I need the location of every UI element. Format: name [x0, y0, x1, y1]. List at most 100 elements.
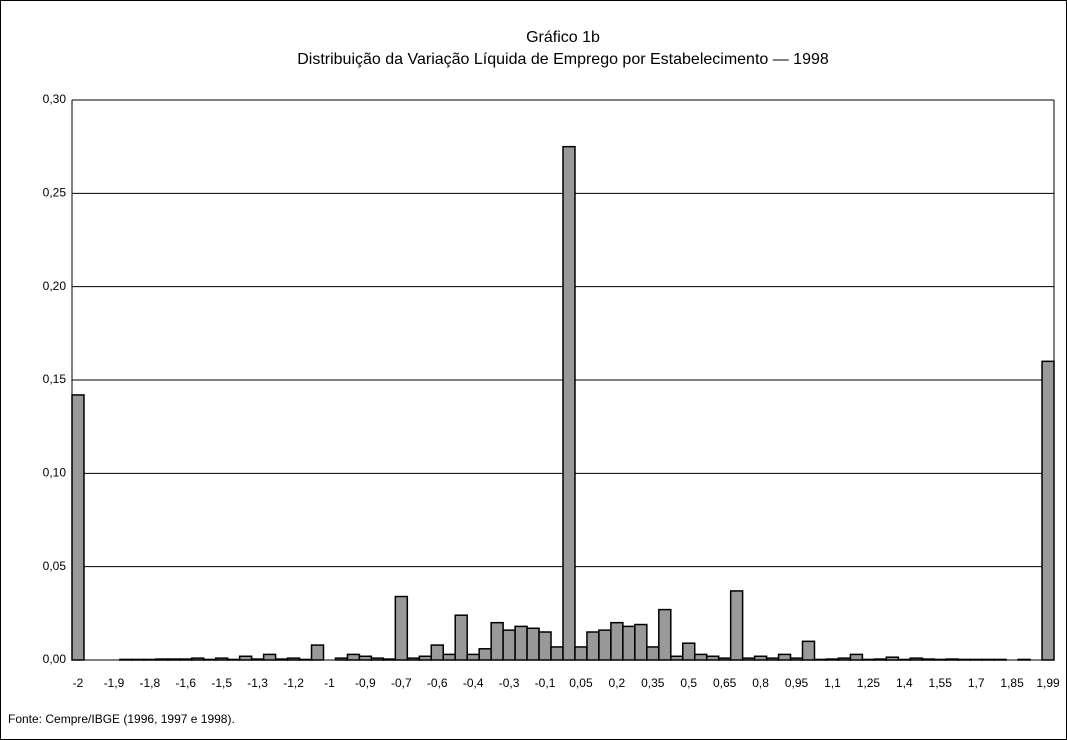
bar	[478, 648, 492, 661]
bar	[214, 657, 229, 661]
x-tick-label: 1,99	[1036, 676, 1060, 690]
chart-title: Gráfico 1b	[526, 29, 600, 46]
bar	[634, 623, 648, 661]
bar	[717, 657, 732, 661]
x-tick-label: -0,6	[427, 676, 448, 690]
bar	[131, 658, 145, 661]
y-tick-label: 0,20	[43, 279, 67, 293]
x-tick-label: 1,25	[857, 676, 881, 690]
x-tick-label: -0,1	[535, 676, 556, 690]
bar	[71, 394, 85, 661]
bar	[801, 640, 816, 661]
bar	[262, 653, 277, 661]
bar	[873, 658, 888, 661]
bar	[466, 653, 480, 661]
y-tick-label: 0,15	[43, 372, 67, 386]
bar	[777, 653, 792, 661]
x-tick-label: 0,95	[785, 676, 809, 690]
bar	[825, 658, 840, 661]
bar	[502, 629, 516, 661]
bar	[981, 658, 995, 661]
x-tick-label: 0,2	[609, 676, 626, 690]
bar	[1041, 360, 1055, 661]
x-tick-label: 1,7	[968, 676, 985, 690]
bar	[202, 658, 217, 661]
bar	[610, 621, 624, 661]
bar	[562, 145, 576, 661]
bar	[250, 658, 265, 661]
bar	[837, 657, 852, 661]
bar	[550, 646, 564, 661]
x-tick-label: -0,3	[499, 676, 520, 690]
bar	[406, 657, 421, 661]
bar	[957, 658, 971, 661]
x-tick-label: 0,65	[713, 676, 737, 690]
bar	[741, 657, 756, 661]
y-tick-label: 0,10	[43, 466, 67, 480]
x-tick-label: -2	[73, 676, 84, 690]
x-tick-label: 0,8	[752, 676, 769, 690]
bar	[753, 655, 768, 661]
bar	[358, 655, 373, 661]
bar	[298, 658, 313, 661]
bar	[789, 657, 804, 661]
y-tick-label: 0,05	[43, 559, 67, 573]
bar	[765, 657, 780, 661]
bar	[514, 625, 528, 661]
x-tick-label: -0,4	[463, 676, 484, 690]
x-tick-label: 1,4	[896, 676, 913, 690]
bar	[933, 658, 947, 661]
bar	[143, 658, 157, 661]
x-tick-label: -1,6	[175, 676, 196, 690]
x-tick-label: -1,2	[283, 676, 304, 690]
x-tick-label: 0,35	[641, 676, 665, 690]
bar	[346, 653, 361, 661]
x-tick-label: -1,9	[104, 676, 125, 690]
bar	[155, 658, 169, 661]
x-tick-label: -0,7	[391, 676, 412, 690]
bar	[274, 658, 289, 661]
bar	[574, 646, 588, 661]
bar	[226, 658, 241, 661]
x-tick-label: 0,5	[680, 676, 697, 690]
bar	[598, 629, 612, 661]
bar	[897, 658, 912, 661]
bar	[813, 658, 828, 661]
x-tick-label: 1,55	[929, 676, 953, 690]
chart-subtitle: Distribuição da Variação Líquida de Empr…	[297, 51, 829, 68]
bar	[418, 655, 433, 661]
x-tick-label: 0,05	[569, 676, 593, 690]
bar	[705, 655, 720, 661]
bar	[729, 590, 744, 661]
bar	[586, 631, 600, 661]
bar	[682, 642, 696, 661]
bar	[849, 653, 864, 661]
bar	[334, 657, 349, 661]
bar	[622, 625, 636, 661]
y-tick-label: 0,00	[43, 652, 67, 666]
bar	[442, 653, 456, 661]
bar	[1017, 658, 1031, 661]
x-tick-label: -1,3	[247, 676, 268, 690]
bar	[646, 646, 660, 661]
bar	[658, 608, 672, 661]
x-tick-label: 1,85	[1000, 676, 1024, 690]
bar	[538, 631, 552, 661]
bar	[370, 657, 385, 661]
bar	[167, 658, 181, 661]
y-tick-label: 0,25	[43, 186, 67, 200]
bar	[119, 658, 133, 661]
x-tick-label: -1,5	[211, 676, 232, 690]
bar	[909, 657, 924, 661]
bar	[454, 614, 468, 661]
bar	[191, 657, 205, 661]
y-tick-label: 0,30	[43, 92, 67, 106]
bar	[310, 644, 325, 661]
bar	[394, 595, 409, 661]
bar	[993, 658, 1007, 661]
x-tick-label: -0,9	[355, 676, 376, 690]
bar	[885, 656, 900, 661]
bar	[693, 653, 708, 661]
